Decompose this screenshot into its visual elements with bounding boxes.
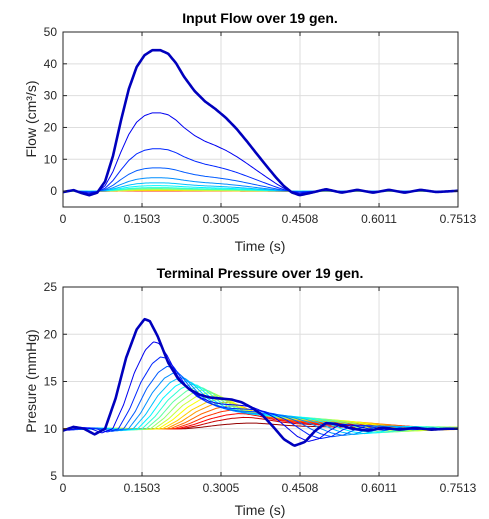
- flow-y-tick-label: 30: [44, 89, 58, 103]
- pressure-x-axis-label: Time (s): [235, 502, 286, 518]
- flow-x-tick-label: 0.1503: [124, 212, 161, 226]
- pressure-y-axis-label: Presure (mmHg): [23, 329, 39, 432]
- flow-y-axis-label: Flow (cm³/s): [23, 81, 39, 158]
- pressure-y-tick-label: 25: [44, 280, 58, 294]
- flow-ticks: 0 0.1503 0.3005 0.4508 0.6011 0.7513 0 10 20 30 40…: [44, 25, 477, 226]
- pressure-series-group: [62, 317, 459, 447]
- pressure-x-tick-label: 0.7513: [440, 481, 477, 495]
- flow-x-tick-label: 0.7513: [440, 212, 477, 226]
- flow-x-tick-label: 0.3005: [203, 212, 240, 226]
- flow-plot-area: [62, 31, 459, 208]
- pressure-ticks: 0 0.1503 0.3005 0.4508 0.6011 0.7513 5 10 15 20 25: [44, 280, 477, 495]
- flow-y-tick-label: 50: [44, 25, 58, 39]
- flow-y-tick-label: 40: [44, 57, 58, 71]
- pressure-y-tick-label: 5: [50, 469, 57, 483]
- pressure-chart: 0 0.1503 0.3005 0.4508 0.6011 0.7513 5 10 15 20 25…: [23, 265, 477, 518]
- pressure-x-tick-label: 0: [60, 481, 67, 495]
- pressure-x-tick-label: 0.3005: [203, 481, 240, 495]
- flow-series-group: [62, 48, 459, 197]
- pressure-series-line-gen-1: [62, 317, 458, 447]
- flow-y-tick-label: 10: [44, 152, 58, 166]
- pressure-x-tick-label: 0.6011: [361, 481, 397, 495]
- flow-x-tick-label: 0.4508: [282, 212, 319, 226]
- pressure-y-tick-label: 15: [44, 375, 58, 389]
- pressure-y-tick-label: 20: [44, 327, 58, 341]
- flow-y-tick-label: 20: [44, 120, 58, 134]
- flow-plot-frame: [62, 31, 459, 208]
- pressure-chart-title: Terminal Pressure over 19 gen.: [157, 265, 364, 281]
- flow-chart: 0 0.1503 0.3005 0.4508 0.6011 0.7513 0 10 20 30 40…: [23, 10, 477, 254]
- pressure-x-tick-label: 0.1503: [124, 481, 161, 495]
- pressure-y-tick-label: 10: [44, 422, 58, 436]
- pressure-x-tick-label: 0.4508: [282, 481, 319, 495]
- flow-x-tick-label: 0: [60, 212, 67, 226]
- flow-x-axis-label: Time (s): [235, 238, 286, 254]
- flow-x-tick-label: 0.6011: [361, 212, 397, 226]
- flow-y-tick-label: 0: [50, 184, 57, 198]
- flow-series-line-gen-1: [62, 48, 459, 197]
- flow-chart-title: Input Flow over 19 gen.: [182, 10, 338, 26]
